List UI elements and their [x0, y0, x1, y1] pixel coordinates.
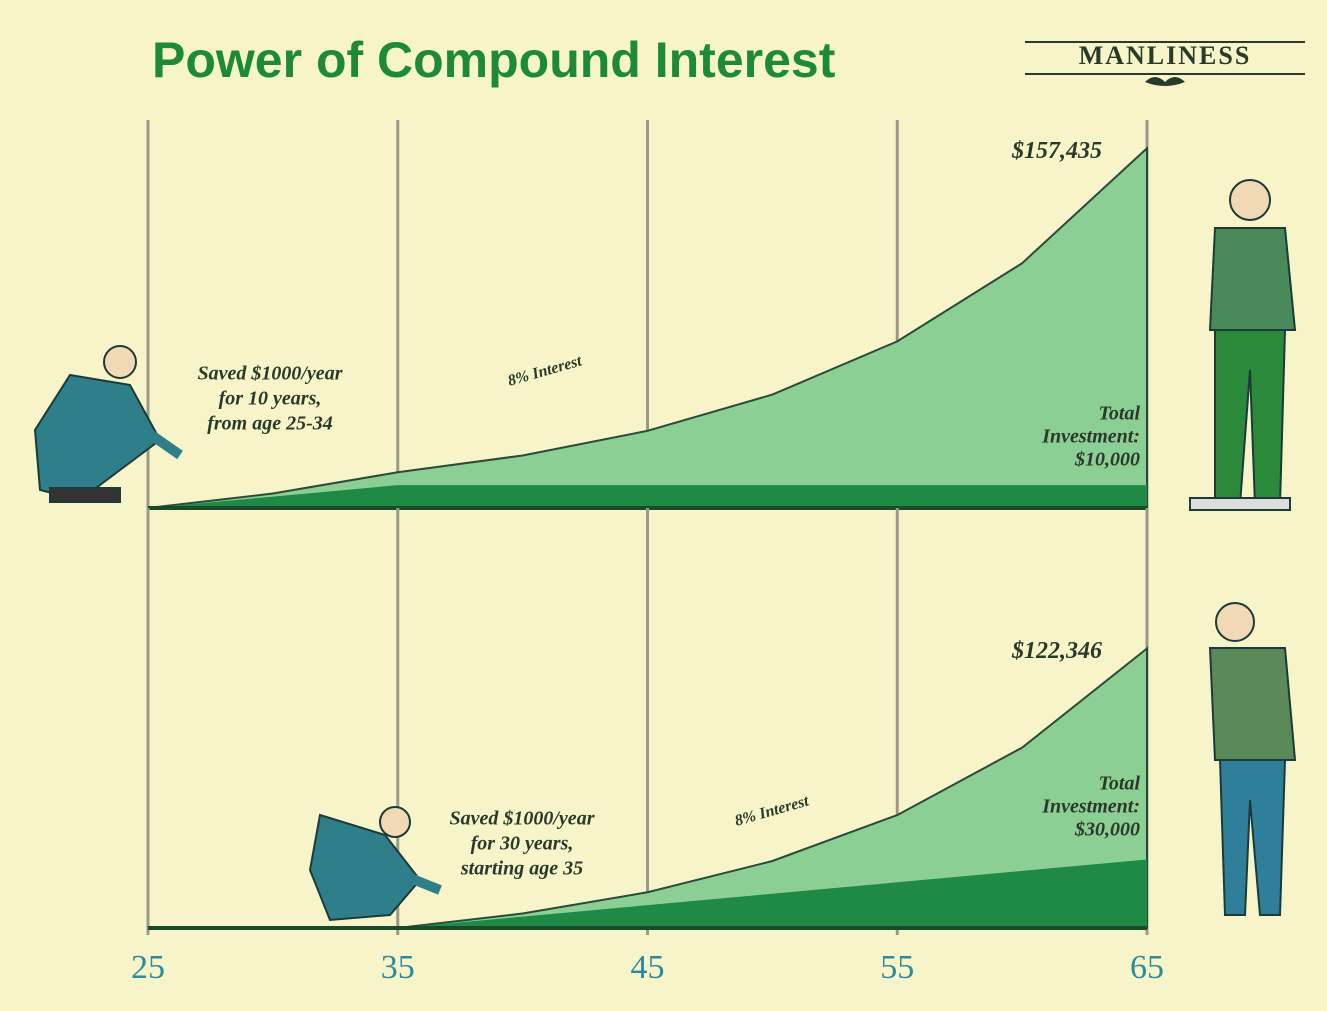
investment-label: $10,000	[1074, 449, 1140, 471]
x-tick-label: 25	[131, 949, 165, 986]
x-tick-label: 35	[381, 949, 415, 986]
investment-label: Investment:	[1041, 426, 1140, 448]
annotation: starting age 35	[460, 858, 583, 880]
annotation: for 30 years,	[471, 833, 574, 855]
investment-label: Total	[1099, 773, 1141, 795]
investment-label: Investment:	[1041, 796, 1140, 818]
chart: Power of Compound Interest MANLINESS $15…	[0, 0, 1327, 1011]
annotation: Saved $1000/year	[198, 363, 343, 385]
x-tick-label: 45	[631, 949, 665, 986]
value-label: $122,346	[1011, 638, 1102, 664]
investment-label: Total	[1099, 403, 1141, 425]
annotation: for 10 years,	[219, 388, 322, 410]
annotation: from age 25-34	[207, 413, 333, 435]
brand: MANLINESS	[1079, 41, 1252, 70]
annotation: Saved $1000/year	[450, 808, 595, 830]
x-tick-label: 65	[1130, 949, 1164, 986]
investment-label: $30,000	[1074, 819, 1140, 841]
page-title: Power of Compound Interest	[152, 32, 836, 88]
value-label: $157,435	[1011, 138, 1102, 164]
x-tick-label: 55	[880, 949, 914, 986]
